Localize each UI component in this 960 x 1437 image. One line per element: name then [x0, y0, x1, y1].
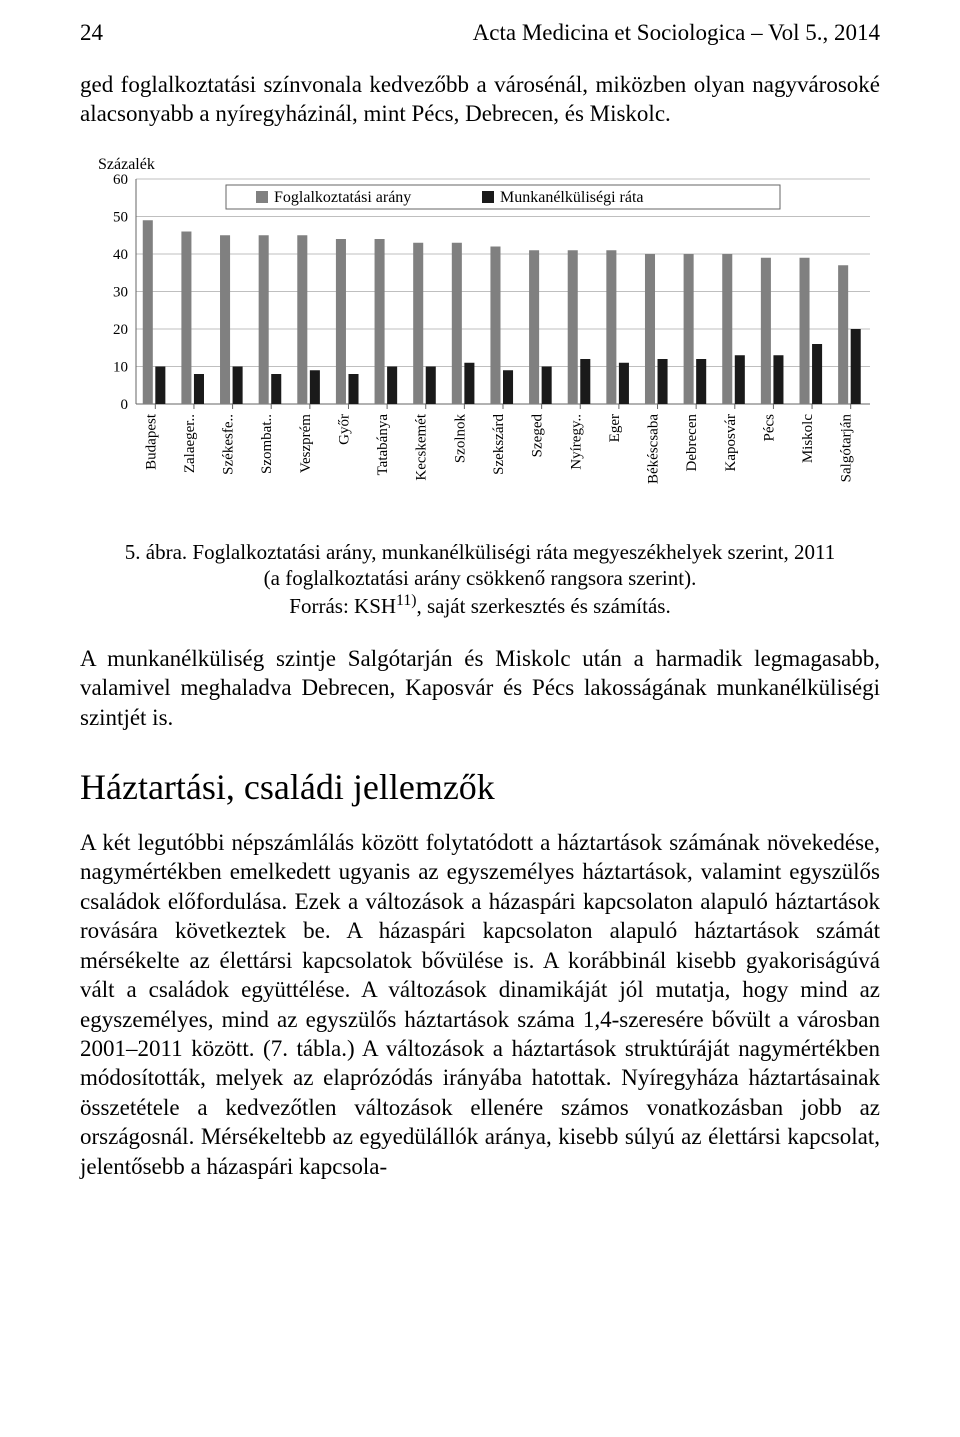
svg-text:50: 50 — [113, 209, 128, 225]
caption-line-2: (a foglalkoztatási arány csökkenő rangso… — [264, 566, 697, 590]
svg-text:Eger: Eger — [607, 414, 623, 442]
section-title: Háztartási, családi jellemzők — [80, 766, 880, 808]
employment-chart: Százalék 0 10 20 30 40 50 60 Foglalkoztatási ará… — [80, 149, 880, 509]
svg-text:Zalaeger..: Zalaeger.. — [182, 414, 198, 473]
paragraph-2: A munkanélküliség szintje Salgótarján és… — [80, 644, 880, 732]
caption-sup: 11) — [396, 592, 416, 609]
paragraph-1: ged foglalkoztatási színvonala kedvezőbb… — [80, 70, 880, 129]
svg-text:Foglalkoztatási arány: Foglalkoztatási arány — [274, 189, 411, 206]
svg-text:Szombat..: Szombat.. — [259, 414, 275, 474]
page-header: 24 Acta Medicina et Sociologica – Vol 5.… — [80, 20, 880, 46]
svg-text:Budapest: Budapest — [143, 413, 159, 470]
svg-text:Százalék: Százalék — [98, 156, 155, 173]
svg-text:Debrecen: Debrecen — [684, 413, 700, 471]
svg-text:Székesfe..: Székesfe.. — [221, 414, 237, 475]
svg-text:Kecskemét: Kecskemét — [414, 413, 430, 480]
svg-text:Tatabánya: Tatabánya — [375, 414, 391, 476]
svg-text:Pécs: Pécs — [761, 414, 777, 442]
svg-text:60: 60 — [113, 172, 128, 188]
running-title: Acta Medicina et Sociologica – Vol 5., 2… — [473, 20, 880, 46]
svg-text:Munkanélküliségi ráta: Munkanélküliségi ráta — [500, 189, 644, 206]
svg-text:Miskolc: Miskolc — [800, 414, 816, 464]
caption-prefix: 5. ábra. — [125, 540, 187, 564]
svg-text:Szolnok: Szolnok — [452, 413, 468, 463]
svg-text:0: 0 — [121, 397, 129, 413]
svg-text:Veszprém: Veszprém — [298, 414, 314, 473]
svg-text:Szeged: Szeged — [530, 413, 546, 457]
svg-text:Szekszárd: Szekszárd — [491, 413, 507, 474]
svg-text:Salgótarján: Salgótarján — [839, 413, 855, 482]
svg-text:40: 40 — [113, 247, 128, 263]
figure-caption: 5. ábra. Foglalkoztatási arány, munkanél… — [80, 539, 880, 620]
caption-line-3b: , saját szerkesztés és számítás. — [416, 594, 670, 618]
svg-text:Békéscsaba: Békéscsaba — [646, 414, 662, 484]
caption-line-3a: Forrás: KSH — [289, 594, 396, 618]
paragraph-3: A két legutóbbi népszámlálás között foly… — [80, 828, 880, 1181]
chart-svg: Százalék 0 10 20 30 40 50 60 Foglalkoztatási ará… — [80, 149, 880, 509]
svg-text:10: 10 — [113, 359, 128, 375]
svg-text:Győr: Győr — [336, 414, 352, 445]
svg-text:Kaposvár: Kaposvár — [723, 414, 739, 471]
caption-line-1: Foglalkoztatási arány, munkanélküliségi … — [187, 540, 835, 564]
svg-text:20: 20 — [113, 322, 128, 338]
svg-text:Nyíregy..: Nyíregy.. — [568, 414, 584, 470]
page-number: 24 — [80, 20, 103, 46]
svg-text:30: 30 — [113, 284, 128, 300]
